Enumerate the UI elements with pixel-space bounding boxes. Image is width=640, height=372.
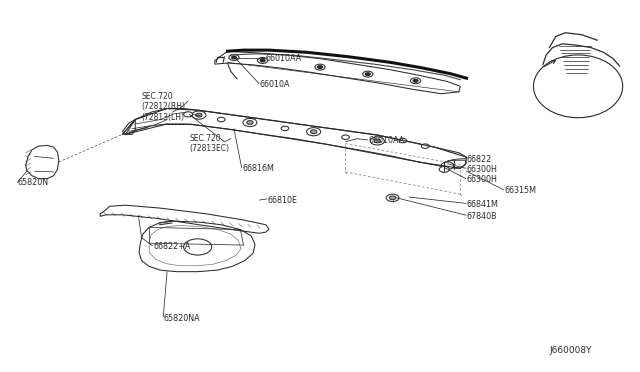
Text: 66300H: 66300H [467,175,497,184]
Circle shape [317,65,323,68]
Circle shape [363,71,373,77]
Circle shape [387,194,399,202]
Circle shape [192,111,206,119]
Text: 65820N: 65820N [17,178,49,187]
Text: 65820NA: 65820NA [164,314,200,323]
Circle shape [229,55,239,61]
Text: 66010A: 66010A [259,80,290,89]
Text: 66822+A: 66822+A [153,243,191,251]
Text: SEC.720
(72812(RH)
(72813(LH): SEC.720 (72812(RH) (72813(LH) [141,92,186,122]
Circle shape [315,64,325,70]
Text: 66010AA: 66010AA [266,54,302,63]
Circle shape [365,73,371,76]
Circle shape [390,196,396,200]
Circle shape [243,118,257,126]
Circle shape [260,59,265,62]
Circle shape [196,113,202,117]
Circle shape [307,128,321,136]
Circle shape [421,144,429,148]
Circle shape [232,56,237,59]
Text: 66816M: 66816M [243,164,274,173]
Text: 66300H: 66300H [467,165,497,174]
Circle shape [246,121,253,124]
Text: 66841M: 66841M [467,200,499,209]
Circle shape [184,112,193,117]
Text: 66010AA: 66010AA [369,137,404,145]
Circle shape [310,130,317,134]
Circle shape [413,79,418,82]
Circle shape [439,166,449,172]
Circle shape [374,139,381,143]
Text: 67840B: 67840B [467,212,497,221]
Circle shape [371,137,385,145]
Circle shape [257,58,268,63]
Circle shape [184,239,212,255]
Circle shape [441,162,454,169]
Circle shape [410,78,420,84]
Text: J660008Y: J660008Y [549,346,592,355]
Text: SEC.720
(72813EC): SEC.720 (72813EC) [189,134,229,153]
Text: 66810E: 66810E [268,196,298,205]
Circle shape [342,135,349,140]
Text: 66315M: 66315M [505,186,537,195]
Text: 66822: 66822 [467,155,492,164]
Circle shape [218,117,225,122]
Circle shape [399,138,406,143]
Circle shape [281,126,289,131]
